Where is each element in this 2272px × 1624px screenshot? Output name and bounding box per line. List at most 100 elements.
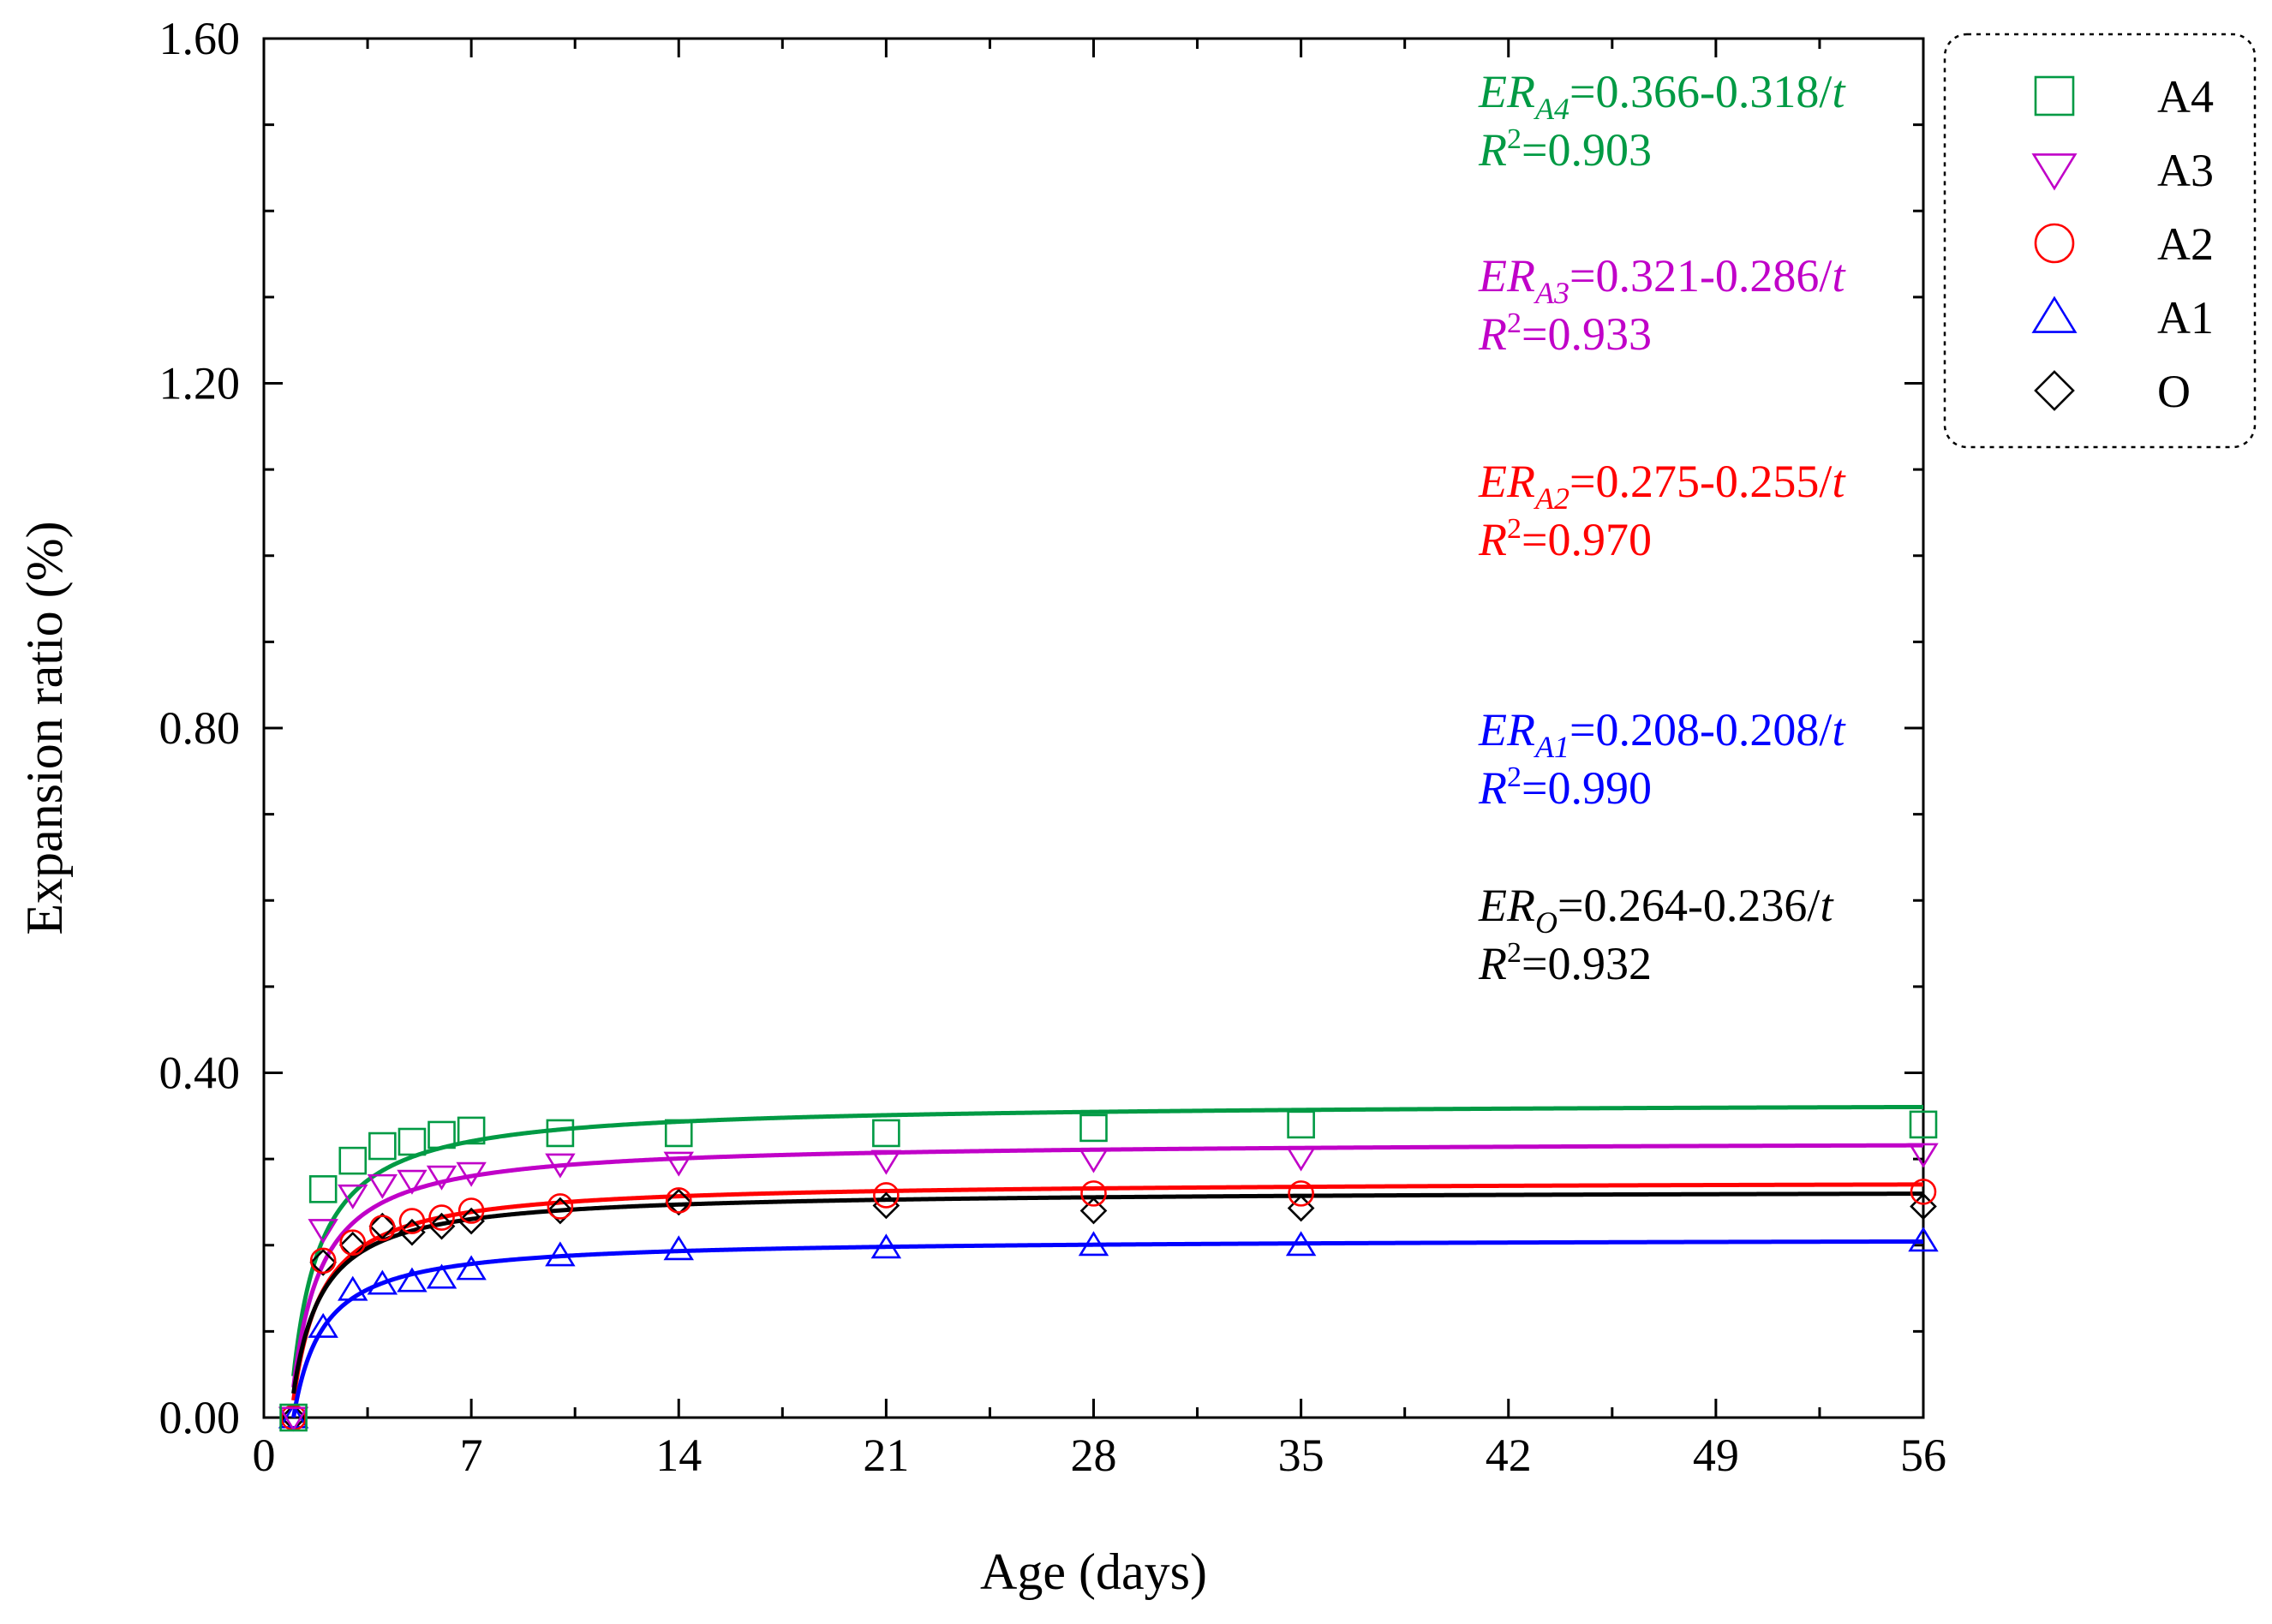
data-point-a2 xyxy=(309,1247,337,1275)
series-points-a1 xyxy=(278,1227,1939,1429)
data-point-a3 xyxy=(545,1153,576,1179)
data-point-a4 xyxy=(279,1403,308,1432)
r-squared-value: =0.990 xyxy=(1522,762,1652,814)
data-point-a3 xyxy=(1285,1146,1317,1172)
data-point-a2 xyxy=(1288,1180,1314,1207)
x-tick-label: 7 xyxy=(460,1430,483,1481)
equation-variable: t xyxy=(1832,704,1846,755)
series-points-o xyxy=(279,1188,1937,1431)
equation-prefix: ER xyxy=(1478,880,1535,931)
fit-curve-o xyxy=(291,1191,1923,1394)
r-squared-label: R xyxy=(1478,514,1507,565)
data-point-a4 xyxy=(368,1131,397,1161)
legend-marker-a2 xyxy=(2034,223,2075,264)
series-points-a2 xyxy=(280,1179,1937,1431)
r-squared-superscript: 2 xyxy=(1507,937,1522,969)
data-point-a2 xyxy=(339,1229,367,1257)
y-tick-label: 1.60 xyxy=(159,13,241,64)
r-squared-value: =0.970 xyxy=(1522,514,1652,565)
legend-marker-o xyxy=(2034,370,2075,411)
legend-marker-a3 xyxy=(2031,153,2078,191)
data-point-a1 xyxy=(397,1267,427,1293)
y-tick-label: 0.00 xyxy=(159,1392,241,1443)
equation-subscript: A1 xyxy=(1534,730,1569,764)
data-point-a4 xyxy=(308,1175,338,1203)
data-point-o xyxy=(1079,1197,1108,1225)
data-point-a1 xyxy=(367,1269,398,1295)
r-squared-label: R xyxy=(1478,124,1507,176)
data-point-a3 xyxy=(308,1219,338,1245)
r-squared-a4: R2=0.903 xyxy=(1478,123,1652,176)
equation-a2: ERA2=0.275-0.255/t xyxy=(1478,456,1846,516)
equation-subscript: A3 xyxy=(1534,276,1569,310)
data-point-a1 xyxy=(308,1312,338,1338)
data-point-a1 xyxy=(870,1233,902,1259)
data-point-a2 xyxy=(1080,1180,1107,1207)
r-squared-superscript: 2 xyxy=(1507,307,1522,339)
axes-group: 0 7 14 21 28 35 42 49 56 0.00 0.40 0.80 1.20 1.60 Age … xyxy=(16,13,1946,1600)
legend-frame xyxy=(1943,33,2257,449)
data-point-a3 xyxy=(426,1165,457,1191)
data-point-o xyxy=(368,1212,397,1240)
data-point-a3 xyxy=(367,1173,398,1199)
x-tick-label: 0 xyxy=(253,1430,276,1481)
equation-subscript: O xyxy=(1535,905,1558,940)
equation-variable: t xyxy=(1820,880,1834,931)
x-tick-label: 14 xyxy=(655,1430,702,1481)
x-tick-label: 42 xyxy=(1486,1430,1532,1481)
r-squared-a2: R2=0.970 xyxy=(1478,513,1652,565)
equation-rhs: =0.208-0.208/ xyxy=(1569,704,1832,755)
r-squared-a3: R2=0.933 xyxy=(1478,307,1652,360)
data-point-a3 xyxy=(338,1184,368,1209)
fit-curve-a3 xyxy=(291,1143,1924,1388)
equation-a4: ERA4=0.366-0.318/t xyxy=(1478,66,1846,126)
data-point-a4 xyxy=(1909,1110,1938,1139)
equation-subscript: A2 xyxy=(1534,481,1569,516)
legend-label-o: O xyxy=(2157,366,2191,417)
x-tick-label: 56 xyxy=(1900,1430,1946,1481)
data-point-a1 xyxy=(278,1403,309,1429)
data-point-a4 xyxy=(546,1119,575,1148)
data-point-a4 xyxy=(427,1120,456,1149)
equation-a3: ERA3=0.321-0.286/t xyxy=(1478,250,1846,310)
data-point-a2 xyxy=(369,1215,396,1241)
r-squared-o: R2=0.932 xyxy=(1478,937,1652,989)
y-axis-title: Expansion ratio (%) xyxy=(16,521,73,934)
r-squared-label: R xyxy=(1478,938,1507,989)
equation-prefix: ER xyxy=(1478,250,1535,302)
data-point-a1 xyxy=(1285,1231,1317,1257)
data-point-a1 xyxy=(1078,1231,1109,1257)
equation-prefix: ER xyxy=(1478,66,1535,117)
data-point-o xyxy=(457,1207,485,1235)
r-squared-label: R xyxy=(1478,308,1507,360)
data-point-a1 xyxy=(663,1235,694,1261)
data-point-o xyxy=(338,1231,367,1259)
fit-curve-a2 xyxy=(291,1182,1924,1401)
data-point-a4 xyxy=(1287,1110,1315,1139)
r-squared-value: =0.932 xyxy=(1522,938,1652,989)
x-tick-label: 28 xyxy=(1071,1430,1117,1481)
data-point-a3 xyxy=(1078,1148,1109,1173)
data-point-a3 xyxy=(1908,1143,1939,1168)
legend-label-a1: A1 xyxy=(2157,292,2214,343)
equation-rhs: =0.275-0.255/ xyxy=(1569,456,1832,507)
data-point-a3 xyxy=(397,1169,427,1195)
equation-variable: t xyxy=(1832,456,1846,507)
r-squared-label: R xyxy=(1478,762,1507,814)
data-point-a1 xyxy=(545,1241,576,1267)
data-point-o xyxy=(427,1212,456,1240)
data-point-o xyxy=(872,1191,900,1220)
r-squared-a1: R2=0.990 xyxy=(1478,761,1652,814)
data-point-a3 xyxy=(456,1161,487,1187)
data-point-a2 xyxy=(873,1182,900,1209)
data-point-o xyxy=(665,1188,693,1216)
data-point-a2 xyxy=(665,1187,692,1214)
x-axis-title: Age (days) xyxy=(980,1543,1207,1600)
data-point-a4 xyxy=(338,1146,368,1175)
series-points-a4 xyxy=(279,1110,1938,1432)
fit-curves-group xyxy=(291,1104,1924,1418)
legend-marker-a4 xyxy=(2034,75,2075,116)
data-point-a1 xyxy=(338,1275,368,1301)
x-tick-label: 35 xyxy=(1278,1430,1324,1481)
